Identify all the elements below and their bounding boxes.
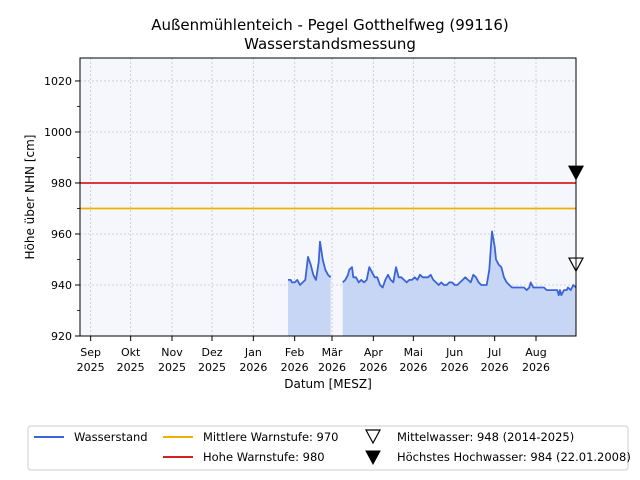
y-tick-label-1020: 1020 (44, 75, 72, 88)
x-axis-ticks: Sep 2025 Okt 2025 Nov 2025 Dez 2025 Jan 2026 Feb 20… (77, 336, 550, 374)
y-tick-label-920: 920 (51, 330, 72, 343)
plot-frame (79, 57, 577, 337)
x-tick-year-2026-01-01: 2026 (239, 361, 267, 374)
legend: Wasserstand Mittlere Warnstufe: 970 Hohe… (27, 425, 631, 471)
water-level-series (288, 230, 577, 297)
y-tick-label-960: 960 (51, 228, 72, 241)
x-tick-year-2026-07-01: 2026 (481, 361, 509, 374)
x-tick-month-2026-04-01: Apr (364, 346, 384, 359)
y-axis-ticks: 920 940 960 980 1000 1020 (44, 75, 80, 343)
y-axis-label: Höhe über NHN [cm] (23, 135, 37, 260)
chart-subtitle: Wasserstandsmessung (244, 35, 416, 53)
legend-label-hohe-warnstufe: Hohe Warnstufe: 980 (203, 450, 325, 464)
filled-triangle-down-icon (365, 450, 381, 466)
y-tick-label-980: 980 (51, 177, 72, 190)
x-tick-month-2026-07-01: Jul (487, 346, 501, 359)
x-tick-month-2026-03-01: Mär (322, 346, 343, 359)
legend-label-mittlere-warnstufe: Mittlere Warnstufe: 970 (203, 430, 339, 444)
y-tick-label-1000: 1000 (44, 126, 72, 139)
legend-item-hohe-warnstufe: Hohe Warnstufe: 980 (163, 450, 325, 464)
water-level-line-0 (288, 240, 332, 286)
x-tick-year-2025-12-01: 2025 (198, 361, 226, 374)
legend-item-hoechstes-hochwasser: Höchstes Hochwasser: 984 (22.01.2008) (365, 450, 631, 466)
x-tick-year-2026-06-01: 2026 (441, 361, 469, 374)
x-tick-year-2026-05-01: 2026 (399, 361, 427, 374)
legend-label-wasserstand: Wasserstand (74, 430, 148, 444)
y-tick-label-940: 940 (51, 279, 72, 292)
x-tick-year-2025-10-01: 2025 (117, 361, 145, 374)
legend-item-mittelwasser: Mittelwasser: 948 (2014-2025) (364, 429, 574, 445)
x-tick-month-2026-05-01: Mai (404, 346, 423, 359)
x-tick-month-2026-02-01: Feb (285, 346, 304, 359)
x-tick-month-2025-12-01: Dez (201, 346, 222, 359)
legend-item-mittlere-warnstufe: Mittlere Warnstufe: 970 (163, 430, 339, 444)
water-level-line-1 (342, 230, 577, 297)
x-tick-year-2025-09-01: 2025 (77, 361, 105, 374)
chart-title: Außenmühlenteich - Pegel Gotthelfweg (99… (151, 16, 509, 34)
x-tick-month-2026-01-01: Jan (244, 346, 262, 359)
x-axis-label: Datum [MESZ] (284, 377, 372, 391)
open-triangle-down-icon (364, 429, 382, 445)
water-level-area-0 (288, 241, 331, 336)
legend-item-wasserstand: Wasserstand (34, 430, 148, 444)
x-tick-month-2026-06-01: Jun (445, 346, 463, 359)
legend-label-mittelwasser: Mittelwasser: 948 (2014-2025) (397, 430, 574, 444)
x-tick-year-2026-03-01: 2026 (318, 361, 346, 374)
x-tick-month-2025-11-01: Nov (161, 346, 183, 359)
x-tick-year-2026-08-01: 2026 (522, 361, 550, 374)
x-tick-year-2026-02-01: 2026 (281, 361, 309, 374)
x-tick-month-2026-08-01: Aug (525, 346, 546, 359)
x-tick-year-2025-11-01: 2025 (158, 361, 186, 374)
x-tick-month-2025-09-01: Sep (80, 346, 101, 359)
warning-levels (80, 182, 576, 210)
x-tick-month-2025-10-01: Okt (121, 346, 141, 359)
x-tick-year-2026-04-01: 2026 (359, 361, 387, 374)
legend-label-hoechstes-hochwasser: Höchstes Hochwasser: 984 (22.01.2008) (397, 450, 631, 464)
